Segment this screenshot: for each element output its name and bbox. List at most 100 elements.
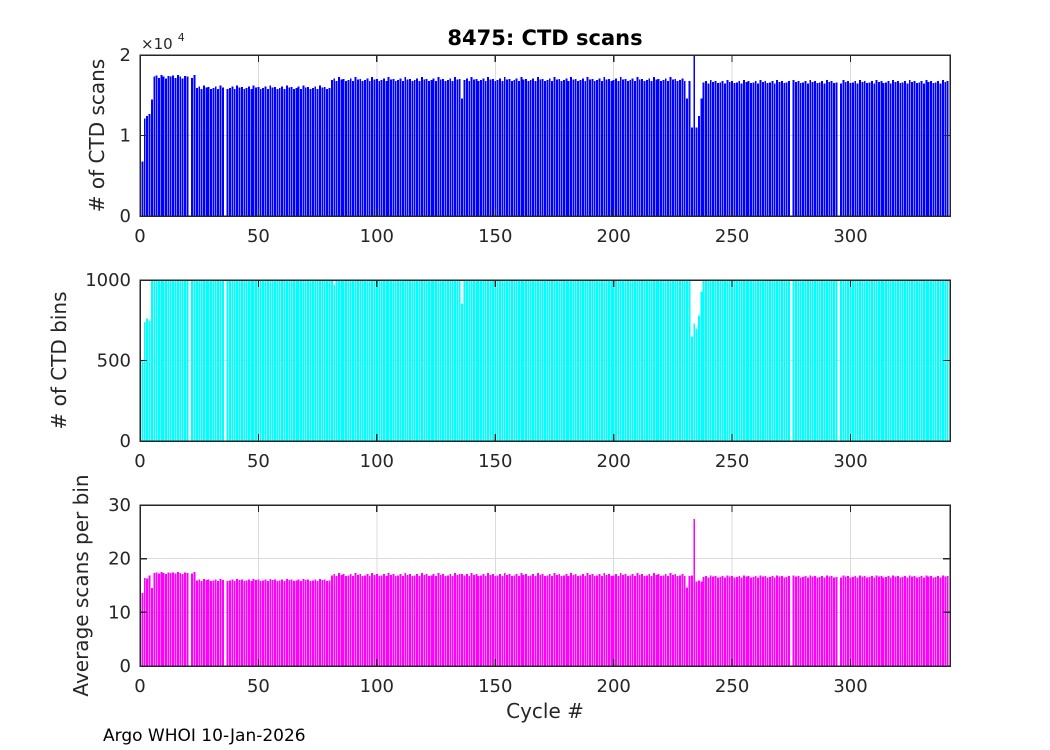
bar-cycle-274 — [788, 575, 790, 666]
bar-cycle-113 — [406, 574, 409, 666]
bar-cycle-175 — [553, 573, 556, 666]
bar-cycle-299 — [847, 280, 850, 441]
bar-cycle-118 — [418, 280, 421, 441]
bar-cycle-35 — [221, 580, 224, 666]
bar-cycle-235 — [695, 328, 698, 441]
bar-cycle-157 — [510, 80, 513, 216]
bar-cycle-30 — [210, 88, 212, 216]
bar-cycle-94 — [361, 575, 364, 666]
bar-cycle-217 — [653, 77, 655, 216]
axes-box — [139, 504, 951, 667]
bar-cycle-22 — [191, 280, 194, 441]
x-tick-label: 100 — [360, 676, 394, 697]
bar-cycle-115 — [411, 80, 414, 216]
bar-cycle-125 — [435, 81, 437, 216]
bar-cycle-125 — [435, 280, 437, 441]
bar-cycle-30 — [210, 581, 212, 666]
bar-cycle-133 — [454, 280, 456, 441]
bar-cycle-93 — [359, 78, 362, 216]
bar-cycle-149 — [491, 78, 494, 216]
bar-cycle-282 — [806, 577, 809, 666]
bar-cycle-118 — [418, 575, 421, 666]
bar-cycle-74 — [314, 280, 317, 441]
bar-cycle-101 — [378, 280, 381, 441]
bar-cycle-123 — [430, 280, 433, 441]
bar-cycle-184 — [574, 574, 577, 666]
bar-cycle-235 — [695, 127, 698, 216]
bar-cycle-17 — [179, 573, 182, 666]
bar-cycle-121 — [425, 78, 428, 216]
bar-cycle-158 — [513, 79, 516, 217]
bar-cycle-243 — [714, 575, 717, 666]
bar-cycle-261 — [757, 83, 760, 216]
bar-cycle-37 — [226, 581, 229, 666]
bar-cycle-39 — [231, 579, 234, 666]
bar-cycle-73 — [311, 580, 314, 666]
bar-cycle-191 — [591, 574, 594, 666]
bar-cycle-2 — [143, 321, 146, 441]
bar-cycle-335 — [932, 280, 935, 441]
bar-cycle-220 — [660, 80, 662, 216]
bar-cycle-204 — [622, 79, 625, 216]
bar-cycle-336 — [934, 576, 937, 666]
bar-cycle-98 — [371, 77, 374, 216]
bar-cycle-325 — [908, 575, 911, 666]
bar-cycle-241 — [709, 575, 712, 666]
bar-cycle-110 — [399, 280, 402, 441]
bar-cycle-133 — [454, 573, 456, 666]
bar-cycle-115 — [411, 575, 414, 666]
bar-cycle-45 — [245, 88, 248, 216]
bar-cycle-131 — [449, 574, 452, 666]
bar-cycle-85 — [340, 280, 343, 441]
bar-cycle-151 — [496, 79, 499, 217]
bar-cycle-314 — [882, 280, 885, 441]
bar-cycle-22 — [191, 77, 194, 216]
bar-cycle-322 — [901, 82, 904, 217]
bar-cycle-88 — [347, 79, 350, 217]
bar-cycle-155 — [506, 79, 509, 216]
bar-cycle-154 — [503, 77, 506, 216]
bar-cycle-250 — [731, 280, 734, 441]
bar-cycle-339 — [941, 575, 944, 666]
bar-cycle-159 — [515, 574, 518, 666]
bar-cycle-187 — [581, 280, 584, 441]
x-tick-label: 50 — [247, 226, 270, 247]
bar-cycle-16 — [176, 572, 179, 666]
bar-cycle-118 — [418, 81, 421, 216]
bar-cycle-185 — [577, 575, 580, 666]
bar-cycle-216 — [650, 81, 653, 216]
bar-cycle-3 — [146, 318, 149, 441]
bar-cycle-320 — [896, 81, 899, 216]
bar-cycle-11 — [165, 78, 167, 216]
bar-cycle-203 — [619, 280, 622, 441]
bar-cycle-139 — [468, 575, 471, 666]
bar-cycle-339 — [941, 79, 944, 217]
x-tick-label: 200 — [597, 226, 631, 247]
bar-cycle-87 — [345, 575, 347, 666]
x-tick-label: 150 — [478, 676, 512, 697]
bar-cycle-321 — [899, 577, 902, 666]
bar-cycle-263 — [761, 81, 764, 216]
bar-cycle-6 — [153, 280, 156, 441]
bar-cycle-317 — [889, 280, 892, 441]
bar-cycle-134 — [456, 280, 459, 441]
bar-cycle-311 — [875, 280, 878, 441]
bar-cycle-78 — [323, 280, 326, 441]
bar-cycle-225 — [671, 574, 674, 666]
bar-cycle-7 — [155, 572, 158, 666]
bar-cycle-303 — [856, 577, 859, 666]
bar-cycle-42 — [238, 87, 241, 216]
bar-cycle-312 — [878, 576, 880, 666]
bar-cycle-178 — [560, 575, 563, 666]
bar-cycle-146 — [484, 280, 487, 441]
bar-cycle-322 — [901, 576, 904, 666]
bar-cycle-338 — [939, 83, 942, 216]
bar-cycle-131 — [449, 280, 452, 441]
bar-cycle-323 — [904, 575, 906, 666]
bar-cycle-68 — [300, 280, 302, 441]
bar-cycle-270 — [778, 576, 781, 666]
bar-cycle-248 — [726, 280, 729, 441]
bar-cycle-164 — [527, 280, 530, 441]
bar-cycle-231 — [686, 98, 689, 216]
bar-cycle-140 — [470, 77, 473, 216]
